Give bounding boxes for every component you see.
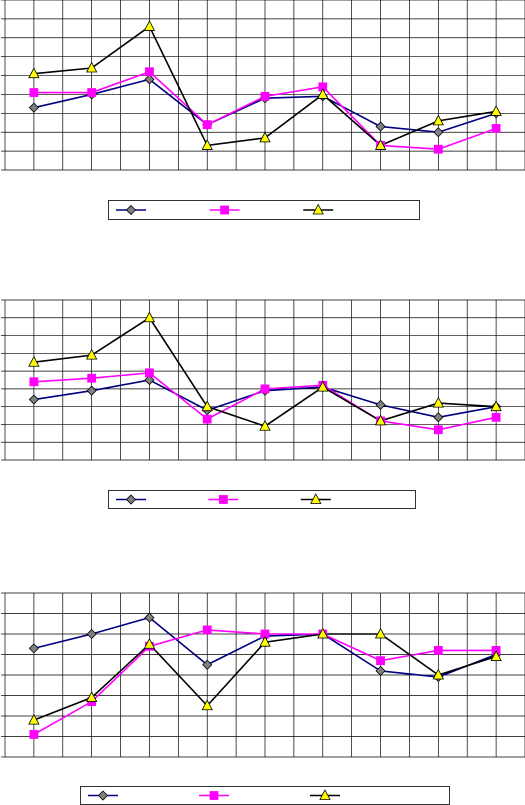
legend-marker — [310, 493, 322, 504]
point-marker — [201, 699, 213, 711]
point-marker — [317, 380, 329, 392]
point-marker — [374, 414, 387, 426]
point-marker — [491, 124, 501, 133]
point-marker — [374, 627, 387, 639]
legend-marker — [125, 494, 137, 505]
legend-marker — [218, 495, 228, 504]
point-marker — [144, 374, 155, 386]
legend-marker — [220, 205, 230, 215]
point-marker — [144, 74, 155, 85]
point-marker — [143, 20, 156, 31]
point-marker — [28, 394, 39, 405]
point-marker — [87, 373, 97, 383]
point-marker — [28, 355, 40, 367]
point-marker — [260, 384, 270, 394]
point-marker — [433, 412, 444, 423]
point-marker — [145, 368, 154, 378]
point-marker — [374, 139, 387, 150]
point-marker — [201, 139, 213, 150]
point-marker — [201, 400, 213, 412]
legend-marker — [319, 789, 331, 800]
legend-marker — [312, 203, 324, 215]
point-marker — [202, 120, 212, 130]
point-marker — [145, 67, 154, 77]
legend — [80, 786, 450, 805]
point-marker — [29, 377, 39, 387]
point-marker — [375, 121, 386, 132]
point-marker — [375, 399, 386, 410]
point-marker — [86, 628, 97, 640]
legend-marker — [209, 791, 219, 800]
point-marker — [317, 88, 329, 99]
point-marker — [317, 627, 329, 639]
point-marker — [433, 425, 443, 435]
point-marker — [29, 730, 39, 739]
point-marker — [260, 91, 270, 101]
point-marker — [259, 635, 271, 647]
point-marker — [143, 637, 156, 649]
point-marker — [86, 691, 98, 702]
point-marker — [432, 396, 444, 408]
point-marker — [202, 625, 212, 635]
point-marker — [202, 659, 213, 670]
point-marker — [86, 385, 97, 396]
legend — [108, 490, 416, 509]
point-marker — [259, 131, 271, 143]
point-marker — [86, 348, 98, 360]
point-marker — [28, 67, 40, 79]
point-marker — [28, 643, 39, 654]
point-marker — [144, 612, 155, 623]
point-marker — [87, 88, 97, 97]
point-marker — [432, 668, 444, 680]
point-marker — [259, 419, 271, 431]
point-marker — [143, 311, 156, 323]
legend-marker — [97, 790, 109, 801]
point-marker — [433, 646, 443, 655]
point-marker — [490, 400, 502, 412]
point-marker — [433, 127, 444, 138]
point-marker — [432, 114, 444, 126]
point-marker — [491, 412, 501, 422]
legend-marker — [125, 204, 137, 216]
point-marker — [86, 61, 98, 73]
point-marker — [28, 713, 40, 725]
point-marker — [376, 656, 385, 666]
point-marker — [433, 144, 443, 154]
point-marker — [202, 414, 212, 424]
point-marker — [29, 88, 39, 97]
point-marker — [490, 650, 502, 661]
point-marker — [490, 105, 502, 116]
legend — [108, 200, 420, 220]
point-marker — [28, 102, 39, 113]
point-marker — [375, 665, 386, 676]
